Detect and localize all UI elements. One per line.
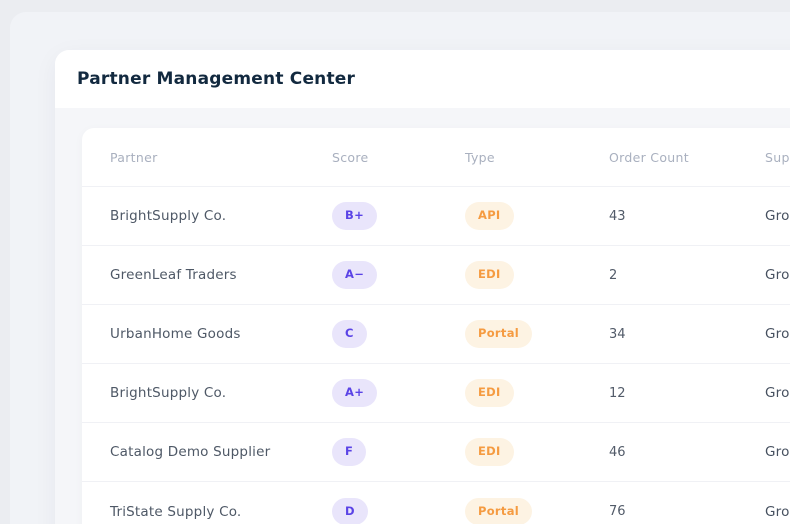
score-badge: D: [332, 497, 368, 524]
panel-content: Partner Score Type Order Count Supplier …: [55, 108, 790, 524]
table-row[interactable]: BrightSupply Co. A+ EDI 12 Group B: [82, 364, 790, 423]
partner-name: BrightSupply Co.: [110, 208, 227, 224]
supplier-group: Group B: [765, 444, 790, 460]
column-header-order-count: Order Count: [609, 149, 689, 165]
column-header-score: Score: [332, 149, 369, 165]
score-badge: F: [332, 438, 367, 466]
score-badge: A+: [332, 379, 378, 407]
partner-name: GreenLeaf Traders: [110, 267, 237, 283]
type-badge: EDI: [465, 438, 514, 466]
order-count: 76: [609, 504, 626, 519]
order-count: 12: [609, 385, 626, 401]
table-row[interactable]: UrbanHome Goods C Portal 34 Group A: [82, 305, 790, 364]
table-row[interactable]: TriState Supply Co. D Portal 76 Group B: [82, 482, 790, 524]
type-badge: EDI: [465, 379, 514, 407]
supplier-group: Group B: [765, 503, 790, 520]
table-header-row: Partner Score Type Order Count Supplier: [82, 128, 790, 187]
supplier-group: Group A: [765, 208, 790, 224]
column-header-partner: Partner: [110, 149, 158, 165]
column-header-type: Type: [465, 149, 495, 165]
type-badge: API: [465, 202, 514, 230]
partner-name: UrbanHome Goods: [110, 326, 241, 342]
supplier-group: Group B: [765, 385, 790, 401]
column-header-supplier: Supplier: [765, 149, 790, 165]
order-count: 43: [609, 208, 626, 224]
partner-management-panel: Partner Management Center Partner Score …: [55, 50, 790, 524]
score-badge: A−: [332, 261, 378, 289]
type-badge: Portal: [465, 497, 532, 524]
panel-header: Partner Management Center: [55, 50, 790, 108]
table-row[interactable]: GreenLeaf Traders A− EDI 2 Group B: [82, 246, 790, 305]
partner-name: Catalog Demo Supplier: [110, 444, 271, 460]
table-row[interactable]: Catalog Demo Supplier F EDI 46 Group B: [82, 423, 790, 482]
score-badge: C: [332, 320, 367, 348]
order-count: 2: [609, 267, 618, 283]
page-title: Partner Management Center: [77, 69, 356, 89]
supplier-group: Group A: [765, 326, 790, 342]
partner-name: BrightSupply Co.: [110, 385, 227, 401]
order-count: 34: [609, 326, 626, 342]
partner-name: TriState Supply Co.: [110, 503, 242, 520]
supplier-group: Group B: [765, 267, 790, 283]
score-badge: B+: [332, 202, 378, 230]
type-badge: EDI: [465, 261, 514, 289]
order-count: 46: [609, 444, 626, 460]
type-badge: Portal: [465, 320, 532, 348]
table-row[interactable]: BrightSupply Co. B+ API 43 Group A: [82, 187, 790, 246]
partners-table: Partner Score Type Order Count Supplier …: [82, 128, 790, 524]
app-surface: Partner Management Center Partner Score …: [10, 12, 790, 524]
